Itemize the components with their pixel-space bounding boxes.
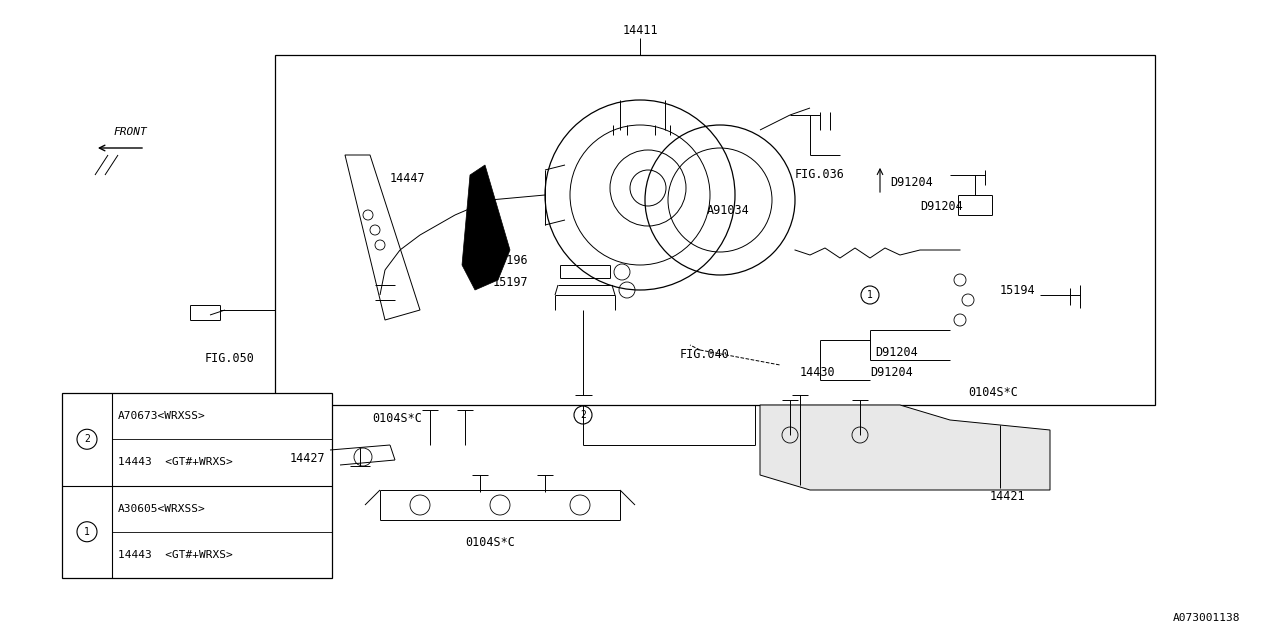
Text: D91204: D91204	[876, 346, 918, 358]
Text: A91034: A91034	[707, 204, 750, 216]
Text: A70673<WRXSS>: A70673<WRXSS>	[118, 411, 206, 421]
Text: FIG.040: FIG.040	[680, 349, 730, 362]
Text: D91204: D91204	[890, 175, 933, 189]
Text: 0104S*C: 0104S*C	[372, 412, 422, 424]
Text: 2: 2	[84, 435, 90, 444]
Text: 2: 2	[580, 410, 586, 420]
Text: D91204: D91204	[870, 365, 913, 378]
Text: D91204: D91204	[920, 200, 963, 214]
Text: 15196: 15196	[493, 253, 529, 266]
Text: 0104S*C: 0104S*C	[465, 536, 515, 550]
Bar	[61, 393, 332, 578]
Text: 1: 1	[84, 527, 90, 537]
Text: 15197: 15197	[493, 276, 529, 289]
Text: 1: 1	[867, 290, 873, 300]
Bar	[275, 55, 1155, 405]
Text: 14421: 14421	[989, 490, 1025, 502]
Text: 14443  <GT#+WRXS>: 14443 <GT#+WRXS>	[118, 458, 233, 467]
Polygon shape	[462, 165, 509, 290]
Text: 15194: 15194	[1000, 284, 1036, 296]
Polygon shape	[760, 405, 1050, 490]
Text: FIG.050: FIG.050	[205, 351, 255, 365]
Text: A073001138: A073001138	[1172, 613, 1240, 623]
Text: 14411: 14411	[622, 24, 658, 36]
Text: FIG.036: FIG.036	[795, 168, 845, 182]
Text: 14430: 14430	[800, 365, 836, 378]
Text: FRONT: FRONT	[113, 127, 147, 137]
Text: 14427: 14427	[291, 451, 325, 465]
Text: 0104S*C: 0104S*C	[968, 387, 1018, 399]
Text: A30605<WRXSS>: A30605<WRXSS>	[118, 504, 206, 514]
Text: 14443  <GT#+WRXS>: 14443 <GT#+WRXS>	[118, 550, 233, 560]
Text: 14447: 14447	[390, 172, 426, 184]
